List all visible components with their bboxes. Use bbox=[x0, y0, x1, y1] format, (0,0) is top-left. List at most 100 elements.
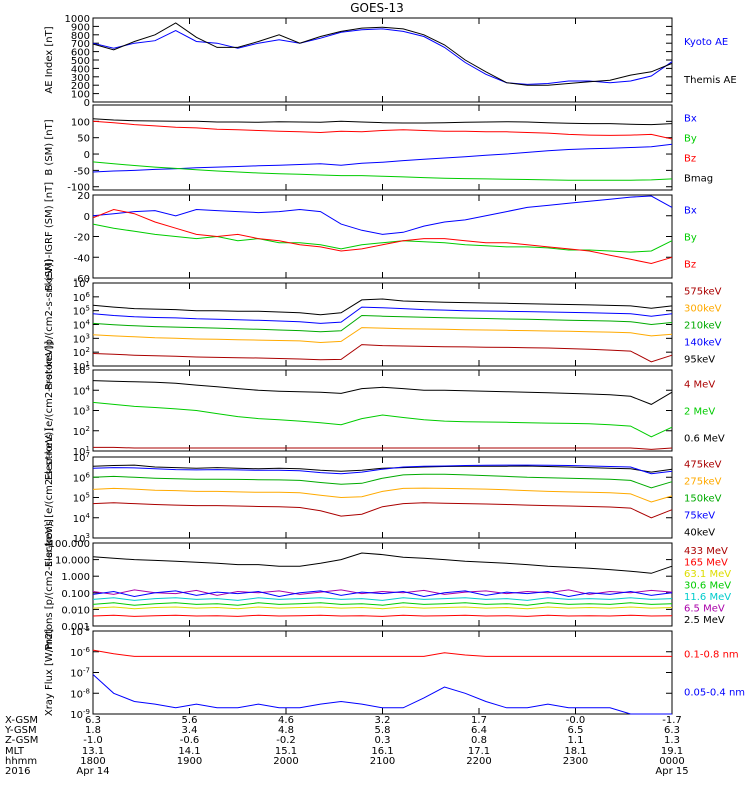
y-tick-label: 100 bbox=[71, 90, 90, 101]
y-tick-label: 0 bbox=[84, 150, 90, 161]
y-tick-label: 0 bbox=[84, 212, 90, 223]
footer-value: 1.7 bbox=[471, 715, 487, 726]
series-line bbox=[92, 502, 673, 519]
y-tick-label: 105 bbox=[73, 305, 90, 318]
footer-row-label: 2016 bbox=[5, 766, 30, 777]
y-axis-label: B (SM) [nT] bbox=[44, 119, 55, 175]
footer-value: 6.4 bbox=[471, 725, 487, 736]
y-tick-label: 106 bbox=[73, 291, 91, 304]
y-tick-label: -20 bbox=[74, 233, 90, 244]
footer-value: 1900 bbox=[177, 756, 202, 767]
footer-value: 15.1 bbox=[275, 746, 297, 757]
series-line bbox=[92, 552, 673, 574]
footer-value: 19.1 bbox=[661, 746, 683, 757]
y-axis-label: Xray Flux [W/m2] bbox=[44, 629, 55, 716]
y-tick-label: 107 bbox=[73, 277, 90, 290]
y-tick-label: 10-9 bbox=[70, 708, 90, 721]
y-tick-label: 0 bbox=[84, 98, 90, 109]
y-tick-label: 104 bbox=[73, 512, 91, 525]
y-tick-label: -60 bbox=[74, 274, 90, 285]
series-line bbox=[92, 464, 673, 475]
panel-frame bbox=[92, 630, 673, 715]
y-tick-label: -100 bbox=[67, 183, 90, 194]
series-line bbox=[92, 120, 673, 140]
series-line bbox=[92, 208, 673, 265]
series-line bbox=[92, 306, 673, 324]
y-axis-label: Electrons [e/(cm2-s-sr-keV)] bbox=[44, 341, 55, 480]
y-tick-label: 10.000 bbox=[55, 556, 90, 567]
legend-entry: 165 MeV bbox=[684, 558, 728, 569]
legend-entry: Themis AE bbox=[683, 75, 737, 86]
y-tick-label: 10-6 bbox=[70, 646, 90, 659]
legend-entry: 63.1 MeV bbox=[684, 569, 731, 580]
series-line bbox=[92, 28, 673, 85]
y-axis-label: Protons [p/(cm2-s-sr-keV)] bbox=[44, 519, 55, 650]
legend-entry: Bz bbox=[684, 260, 696, 271]
y-tick-label: 300 bbox=[71, 73, 90, 84]
footer-value: 14.1 bbox=[178, 746, 200, 757]
y-tick-label: 0.010 bbox=[61, 605, 90, 616]
footer-value: 5.6 bbox=[182, 715, 198, 726]
series-line bbox=[92, 602, 673, 606]
series-line bbox=[92, 161, 673, 181]
footer-value: 6.3 bbox=[664, 725, 680, 736]
y-tick-label: 10-7 bbox=[70, 667, 90, 680]
series-line bbox=[92, 314, 673, 333]
y-tick-label: 0.001 bbox=[61, 622, 90, 633]
footer-row-label: hhmm bbox=[5, 756, 37, 767]
footer-value: 17.1 bbox=[468, 746, 490, 757]
footer-value: 1.8 bbox=[85, 725, 101, 736]
footer-value: -0.0 bbox=[566, 715, 586, 726]
y-axis-label: AE Index [nT] bbox=[44, 26, 55, 93]
legend-entry: Kyoto AE bbox=[684, 37, 728, 48]
legend-entry: 275keV bbox=[684, 477, 722, 488]
legend-entry: 300keV bbox=[684, 304, 722, 315]
footer-value: 18.1 bbox=[564, 746, 586, 757]
y-tick-label: 104 bbox=[73, 384, 91, 397]
y-tick-label: 800 bbox=[71, 31, 90, 42]
y-tick-label: 100.000 bbox=[49, 539, 90, 550]
series-line bbox=[92, 674, 672, 715]
legend-entry: 0.05-0.4 nm bbox=[684, 688, 745, 699]
series-line bbox=[92, 614, 673, 617]
footer-value: 2100 bbox=[370, 756, 395, 767]
y-tick-label: 103 bbox=[73, 532, 90, 545]
footer-value: 16.1 bbox=[371, 746, 393, 757]
y-tick-label: 1.000 bbox=[61, 572, 90, 583]
series-line bbox=[92, 589, 673, 596]
series-line bbox=[92, 143, 673, 173]
y-tick-label: 102 bbox=[73, 346, 90, 359]
y-tick-label: -50 bbox=[74, 166, 90, 177]
orbit-footer: X-GSMY-GSMZ-GSMMLThhmm20166.31.8-1.013.1… bbox=[4, 715, 689, 777]
y-axis-label: Electrons [e/(cm2-s-sr-keV)] bbox=[44, 428, 55, 567]
legend-entry: 75keV bbox=[684, 511, 715, 522]
panel-6: 103 104 105 106 107 Electrons [e/(cm2-s-sr-ke… bbox=[44, 428, 722, 567]
footer-value: -0.2 bbox=[276, 735, 296, 746]
footer-value: 3.2 bbox=[375, 715, 391, 726]
y-tick-label: 10-5 bbox=[70, 625, 90, 638]
footer-value: 13.1 bbox=[82, 746, 104, 757]
panel-8: 10-9 10-8 10-7 10-6 10-5 Xray Flux [W/m2] 0.1-… bbox=[44, 625, 745, 721]
footer-value: 1800 bbox=[80, 756, 105, 767]
y-tick-label: 400 bbox=[71, 64, 90, 75]
series-line bbox=[92, 401, 673, 438]
footer-value: 0.8 bbox=[471, 735, 487, 746]
panel-frame bbox=[92, 104, 673, 191]
panel-7: 0.001 0.010 0.100 1.000 10.000 100.000Protons… bbox=[44, 519, 731, 650]
legend-entry: Bmag bbox=[684, 174, 713, 185]
series-line bbox=[92, 464, 673, 473]
legend-entry: 40keV bbox=[684, 528, 715, 539]
footer-value: 3.4 bbox=[182, 725, 198, 736]
y-axis-label: B (SM)-IGRF (SM) [nT] bbox=[44, 182, 55, 291]
series-line bbox=[92, 473, 673, 489]
y-tick-label: 900 bbox=[71, 22, 90, 33]
footer-value: -0.6 bbox=[180, 735, 200, 746]
footer-value: Apr 14 bbox=[76, 766, 109, 777]
y-tick-label: 105 bbox=[73, 364, 90, 377]
legend-entry: 11.6 MeV bbox=[684, 592, 731, 603]
y-tick-label: 103 bbox=[73, 405, 90, 418]
